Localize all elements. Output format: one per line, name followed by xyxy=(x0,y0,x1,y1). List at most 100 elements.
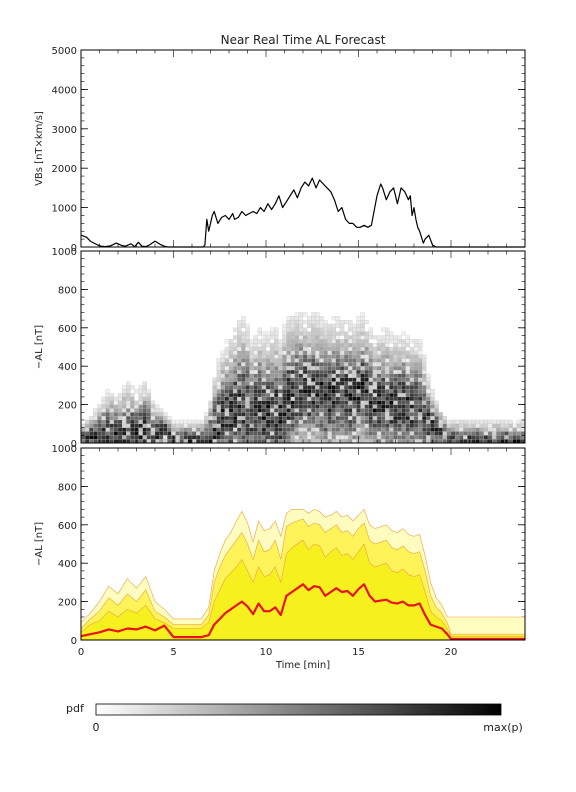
pdf-cell xyxy=(405,435,410,440)
pdf-cell xyxy=(167,431,172,436)
pdf-cell xyxy=(249,427,254,432)
pdf-cell xyxy=(413,354,419,359)
pdf-cell xyxy=(368,354,373,359)
pdf-cell xyxy=(344,392,349,398)
pdf-cell xyxy=(216,419,221,424)
pdf-cell xyxy=(286,343,291,348)
pdf-cell xyxy=(327,327,332,332)
pdf-cell xyxy=(241,331,246,336)
pdf-cell xyxy=(323,389,328,394)
pdf-cell xyxy=(220,358,225,363)
pdf-cell xyxy=(241,381,246,386)
pdf-cell xyxy=(360,419,365,424)
pdf-cell xyxy=(409,339,415,344)
pdf-cell xyxy=(175,439,180,444)
pdf-cell xyxy=(298,320,304,325)
pdf-cell xyxy=(348,427,353,432)
pdf-cell xyxy=(323,339,328,344)
pdf-cell xyxy=(405,381,410,386)
pdf-cell xyxy=(331,381,336,386)
pdf-cell xyxy=(339,385,345,390)
pdf-cell xyxy=(397,404,402,409)
pdf-cell xyxy=(413,423,419,428)
pdf-cell xyxy=(422,427,427,432)
pdf-cell xyxy=(228,373,234,378)
pdf-cell xyxy=(339,346,345,351)
pdf-cell xyxy=(315,354,320,359)
pdf-cell xyxy=(278,385,283,390)
pdf-cell xyxy=(315,335,320,340)
pdf-cell xyxy=(224,416,230,421)
pdf-cell xyxy=(105,392,110,398)
pdf-cell xyxy=(282,400,287,405)
pdf-cell xyxy=(455,423,460,428)
pdf-cell xyxy=(282,412,287,417)
pdf-cell xyxy=(282,323,287,328)
pdf-cell xyxy=(224,373,230,378)
pdf-cell xyxy=(97,427,102,432)
y-tick-label: 3000 xyxy=(52,125,77,136)
pdf-cell xyxy=(241,427,246,432)
pdf-cell xyxy=(208,408,213,413)
pdf-cell xyxy=(372,431,378,436)
pdf-cell xyxy=(409,366,415,371)
pdf-cell xyxy=(146,427,151,432)
pdf-cell xyxy=(282,358,287,363)
pdf-cell xyxy=(356,377,361,382)
pdf-cell xyxy=(294,354,299,359)
pdf-cell xyxy=(393,435,398,440)
pdf-cell xyxy=(463,439,468,444)
pdf-cell xyxy=(323,416,328,421)
pdf-cell xyxy=(270,350,275,355)
pdf-cell xyxy=(418,339,423,344)
pdf-cell xyxy=(294,392,299,398)
pdf-cell xyxy=(142,427,147,432)
pdf-cell xyxy=(335,400,341,405)
pdf-cell xyxy=(302,389,308,394)
pdf-cell xyxy=(224,385,230,390)
pdf-cell xyxy=(290,358,295,363)
pdf-cell xyxy=(508,419,513,424)
pdf-cell xyxy=(413,346,419,351)
pdf-cell xyxy=(397,412,402,417)
pdf-cell xyxy=(126,412,131,417)
pdf-cell xyxy=(142,412,147,417)
pdf-cell xyxy=(393,362,398,367)
pdf-cell xyxy=(413,362,419,367)
pdf-cell xyxy=(381,416,386,421)
pdf-cell xyxy=(302,350,308,355)
pdf-cell xyxy=(85,439,90,444)
pdf-cell xyxy=(360,362,365,367)
y-tick-label: 800 xyxy=(58,285,77,296)
pdf-cell xyxy=(360,373,365,378)
pdf-cell xyxy=(302,346,308,351)
pdf-cell xyxy=(302,339,308,344)
pdf-cell xyxy=(352,408,357,413)
pdf-cell xyxy=(352,346,357,351)
pdf-cell xyxy=(442,435,447,440)
pdf-cell xyxy=(278,400,283,405)
pdf-cell xyxy=(196,435,201,440)
pdf-cell xyxy=(315,404,320,409)
pdf-cell xyxy=(257,354,262,359)
pdf-cell xyxy=(368,358,373,363)
pdf-cell xyxy=(327,396,332,401)
pdf-cell xyxy=(393,381,398,386)
pdf-cell xyxy=(282,404,287,409)
pdf-cell xyxy=(508,439,513,444)
pdf-cell xyxy=(520,439,526,444)
pdf-cell xyxy=(335,350,341,355)
pdf-cell xyxy=(381,366,386,371)
pdf-cell xyxy=(265,392,271,398)
pdf-cell xyxy=(228,339,234,344)
pdf-cell xyxy=(331,400,336,405)
pdf-cell xyxy=(146,431,151,436)
pdf-cell xyxy=(327,412,332,417)
pdf-cell xyxy=(224,354,230,359)
pdf-cell xyxy=(253,350,258,355)
pdf-cell xyxy=(245,389,250,394)
pdf-cell xyxy=(228,350,234,355)
pdf-cell xyxy=(134,408,139,413)
pdf-cell xyxy=(286,369,291,374)
pdf-cell xyxy=(130,408,135,413)
